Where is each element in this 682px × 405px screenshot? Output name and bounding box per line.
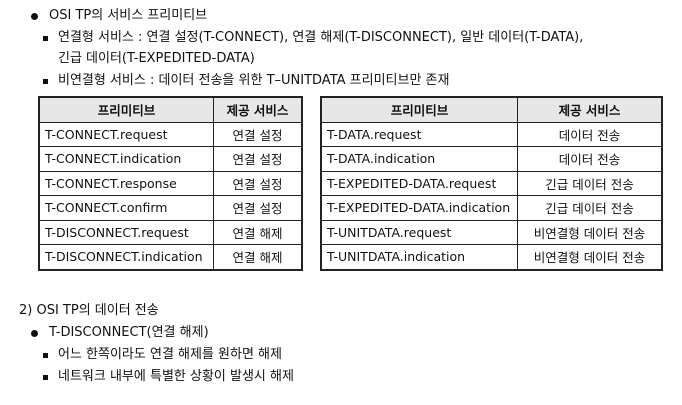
table-row: T-DATA.indication 데이터 전송 (321, 146, 662, 172)
bullet-text: 비연결형 서비스 : 데이터 전송을 위한 T–UNITDATA 프리미티브만 … (58, 73, 450, 88)
primitive-cell: T-DATA.indication (321, 146, 518, 172)
primitive-cell: T-DATA.request (321, 121, 518, 147)
table-row: T-DISCONNECT.indication 연결 해제 (39, 244, 302, 270)
service-cell: 연결 해제 (213, 244, 302, 270)
primitive-cell: T-UNITDATA.indication (321, 244, 518, 270)
bullet-square (43, 79, 48, 84)
bullet-square (43, 36, 48, 41)
table-row: T-DATA.request 데이터 전송 (321, 121, 662, 147)
bullet-square (43, 353, 48, 358)
table-row: T-CONNECT.request 연결 설정 (39, 121, 302, 147)
primitive-cell: T-CONNECT.response (39, 170, 214, 196)
primitive-cell: T-CONNECT.confirm (39, 195, 214, 221)
column-header: 제공 서비스 (517, 97, 662, 123)
primitive-cell: T-EXPEDITED-DATA.indication (321, 195, 518, 221)
bullet-square (43, 375, 48, 380)
bullet-dot (31, 330, 38, 337)
column-header: 프리미티브 (39, 97, 214, 123)
table-row: T-CONNECT.response 연결 설정 (39, 170, 302, 196)
column-header: 프리미티브 (321, 97, 518, 123)
table-row: T-DISCONNECT.request 연결 해제 (39, 219, 302, 245)
service-cell: 연결 설정 (213, 170, 302, 196)
service-cell: 비연결형 데이터 전송 (517, 219, 662, 245)
primitive-cell: T-UNITDATA.request (321, 219, 518, 245)
bullet-dot (31, 13, 38, 20)
service-cell: 비연결형 데이터 전송 (517, 244, 662, 270)
primitive-table-left: 프리미티브 제공 서비스 T-CONNECT.request 연결 설정 T-C… (38, 96, 303, 271)
primitive-table-right: 프리미티브 제공 서비스 T-DATA.request 데이터 전송 T-DAT… (320, 96, 663, 271)
service-cell: 데이터 전송 (517, 146, 662, 172)
column-header: 제공 서비스 (213, 97, 302, 123)
table-row: T-CONNECT.indication 연결 설정 (39, 146, 302, 172)
primitive-cell: T-DISCONNECT.indication (39, 244, 214, 270)
sub-heading: T-DISCONNECT(연결 해제) (49, 325, 209, 340)
primitive-cell: T-CONNECT.request (39, 121, 214, 147)
primitive-cell: T-CONNECT.indication (39, 146, 214, 172)
service-cell: 연결 설정 (213, 121, 302, 147)
service-cell: 긴급 데이터 전송 (517, 170, 662, 196)
section-heading: 2) OSI TP의 데이터 전송 (19, 303, 159, 318)
service-cell: 연결 설정 (213, 195, 302, 221)
bullet-text: 연결형 서비스 : 연결 설정(T-CONNECT), 연결 해제(T-DISC… (58, 30, 584, 45)
table-row: T-UNITDATA.indication 비연결형 데이터 전송 (321, 244, 662, 270)
table-row: T-UNITDATA.request 비연결형 데이터 전송 (321, 219, 662, 245)
section-heading: OSI TP의 서비스 프리미티브 (49, 8, 208, 23)
service-cell: 긴급 데이터 전송 (517, 195, 662, 221)
service-cell: 연결 해제 (213, 219, 302, 245)
table-row: T-CONNECT.confirm 연결 설정 (39, 195, 302, 221)
primitive-cell: T-DISCONNECT.request (39, 219, 214, 245)
service-cell: 연결 설정 (213, 146, 302, 172)
bullet-text-continued: 긴급 데이터(T-EXPEDITED-DATA) (58, 51, 255, 66)
bullet-text: 어느 한쪽이라도 연결 해제를 원하면 해제 (58, 347, 282, 362)
service-cell: 데이터 전송 (517, 121, 662, 147)
bullet-text: 네트워크 내부에 특별한 상황이 발생시 해제 (58, 369, 294, 384)
table-row: T-EXPEDITED-DATA.request 긴급 데이터 전송 (321, 170, 662, 196)
table-row: T-EXPEDITED-DATA.indication 긴급 데이터 전송 (321, 195, 662, 221)
primitive-cell: T-EXPEDITED-DATA.request (321, 170, 518, 196)
